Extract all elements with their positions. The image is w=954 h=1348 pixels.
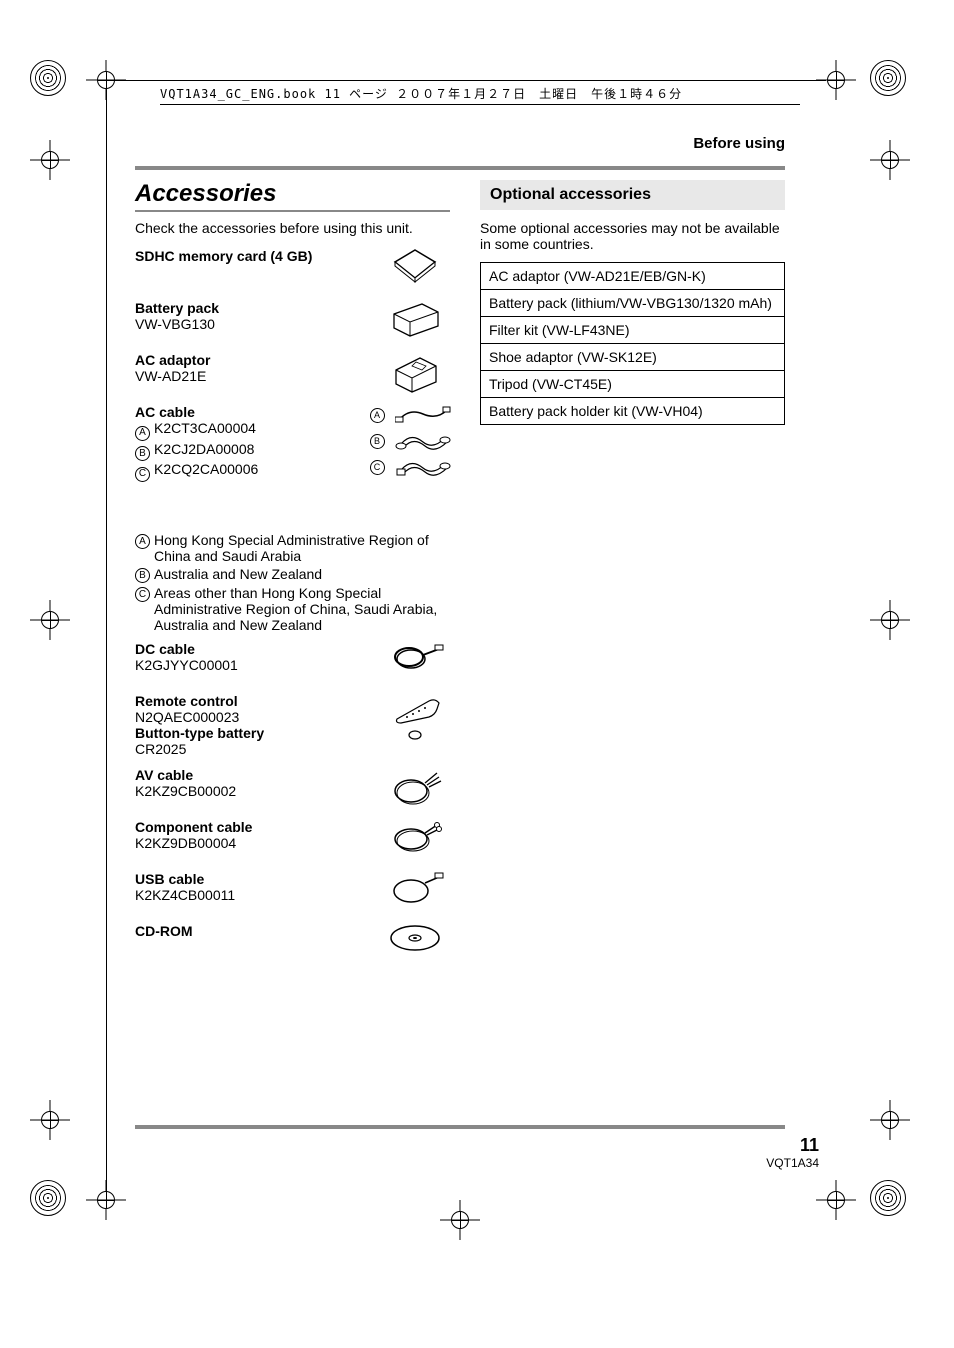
region-c: CAreas other than Hong Kong Special Admi…: [135, 585, 450, 633]
usb-cable-icon: [380, 871, 450, 907]
ac-cable-part-c: CK2CQ2CA00006: [135, 461, 364, 482]
acc-av-cable: AV cable K2KZ9CB00002: [135, 767, 450, 811]
acc-ac-adaptor: AC adaptor VW-AD21E: [135, 352, 450, 396]
ac-cable-part-b: BK2CJ2DA00008: [135, 441, 364, 462]
regmark-top-left: [30, 60, 66, 96]
acc-usb-cable: USB cable K2KZ4CB00011: [135, 871, 450, 915]
region-b: BAustralia and New Zealand: [135, 566, 450, 583]
remote-icons: [380, 693, 450, 741]
region-legend: AHong Kong Special Administrative Region…: [135, 532, 450, 633]
crosshair-right-upper: [870, 140, 910, 180]
dc-cable-label: DC cable: [135, 641, 374, 657]
remote-label: Remote control: [135, 693, 374, 709]
cdrom-label: CD-ROM: [135, 923, 374, 939]
button-battery-part: CR2025: [135, 741, 374, 757]
regmark-bottom-left: [30, 1180, 66, 1216]
av-cable-part: K2KZ9CB00002: [135, 783, 374, 799]
ac-adaptor-part: VW-AD21E: [135, 368, 374, 384]
accessories-title: Accessories: [135, 180, 450, 212]
acc-component-cable: Component cable K2KZ9DB00004: [135, 819, 450, 863]
component-cable-icon: [380, 819, 450, 855]
component-cable-label: Component cable: [135, 819, 374, 835]
crosshair-left-upper: [30, 140, 70, 180]
ac-cable-part-a: AK2CT3CA00004: [135, 420, 364, 441]
component-cable-part: K2KZ9DB00004: [135, 835, 374, 851]
av-cable-label: AV cable: [135, 767, 374, 783]
remote-part: N2QAEC000023: [135, 709, 374, 725]
battery-pack-part: VW-VBG130: [135, 316, 374, 332]
opt-item-5: Battery pack holder kit (VW-VH04): [481, 398, 785, 425]
usb-cable-part: K2KZ4CB00011: [135, 887, 374, 903]
ac-cable-label: AC cable: [135, 404, 364, 420]
ac-adaptor-icon: [380, 352, 450, 394]
top-rule: [135, 166, 785, 170]
opt-item-3: Shoe adaptor (VW-SK12E): [481, 344, 785, 371]
crosshair-right-mid: [870, 600, 910, 640]
region-a: AHong Kong Special Administrative Region…: [135, 532, 450, 564]
usb-cable-label: USB cable: [135, 871, 374, 887]
page-content: Before using Accessories Check the acces…: [135, 135, 785, 975]
acc-sdhc: SDHC memory card (4 GB): [135, 248, 450, 292]
sdhc-label: SDHC memory card (4 GB): [135, 248, 374, 264]
bottom-rule: [135, 1125, 785, 1129]
optional-table: AC adaptor (VW-AD21E/EB/GN-K) Battery pa…: [480, 262, 785, 425]
ac-adaptor-label: AC adaptor: [135, 352, 374, 368]
sdhc-icon: [380, 248, 450, 288]
accessories-column: Accessories Check the accessories before…: [135, 180, 450, 975]
page-number-block: 11 VQT1A34: [766, 1135, 819, 1170]
book-header-line: VQT1A34_GC_ENG.book 11 ページ ２００７年１月２７日 土曜…: [160, 85, 800, 105]
page-number: 11: [766, 1135, 819, 1156]
regmark-top-right: [870, 60, 906, 96]
optional-heading: Optional accessories: [480, 180, 785, 210]
crosshair-top-connector-right: [816, 60, 856, 100]
crosshair-bottom-connector-right: [816, 1180, 856, 1220]
optional-intro: Some optional accessories may not be ava…: [480, 220, 785, 252]
crosshair-left-mid: [30, 600, 70, 640]
dc-cable-icon: [380, 641, 450, 675]
acc-ac-cable: AC cable AK2CT3CA00004 BK2CJ2DA00008 CK2…: [135, 404, 450, 524]
button-battery-label: Button-type battery: [135, 725, 374, 741]
battery-pack-icon: [380, 300, 450, 338]
optional-column: Optional accessories Some optional acces…: [480, 180, 785, 975]
opt-item-2: Filter kit (VW-LF43NE): [481, 317, 785, 344]
opt-item-4: Tripod (VW-CT45E): [481, 371, 785, 398]
battery-pack-label: Battery pack: [135, 300, 374, 316]
accessories-intro: Check the accessories before using this …: [135, 220, 450, 236]
regline-left: [106, 80, 107, 1200]
regline-top: [106, 80, 826, 81]
acc-cdrom: CD-ROM: [135, 923, 450, 967]
ac-cable-icons: A B C: [370, 404, 450, 478]
crosshair-bottom-mid: [440, 1200, 480, 1240]
acc-dc-cable: DC cable K2GJYYC00001: [135, 641, 450, 685]
acc-battery-pack: Battery pack VW-VBG130: [135, 300, 450, 344]
crosshair-left-lower: [30, 1100, 70, 1140]
crosshair-right-lower: [870, 1100, 910, 1140]
dc-cable-part: K2GJYYC00001: [135, 657, 374, 673]
page-code: VQT1A34: [766, 1156, 819, 1170]
opt-item-1: Battery pack (lithium/VW-VBG130/1320 mAh…: [481, 290, 785, 317]
cdrom-icon: [380, 923, 450, 953]
section-header: Before using: [135, 135, 785, 152]
opt-item-0: AC adaptor (VW-AD21E/EB/GN-K): [481, 263, 785, 290]
av-cable-icon: [380, 767, 450, 807]
regmark-bottom-right: [870, 1180, 906, 1216]
acc-remote: Remote control N2QAEC000023 Button-type …: [135, 693, 450, 759]
